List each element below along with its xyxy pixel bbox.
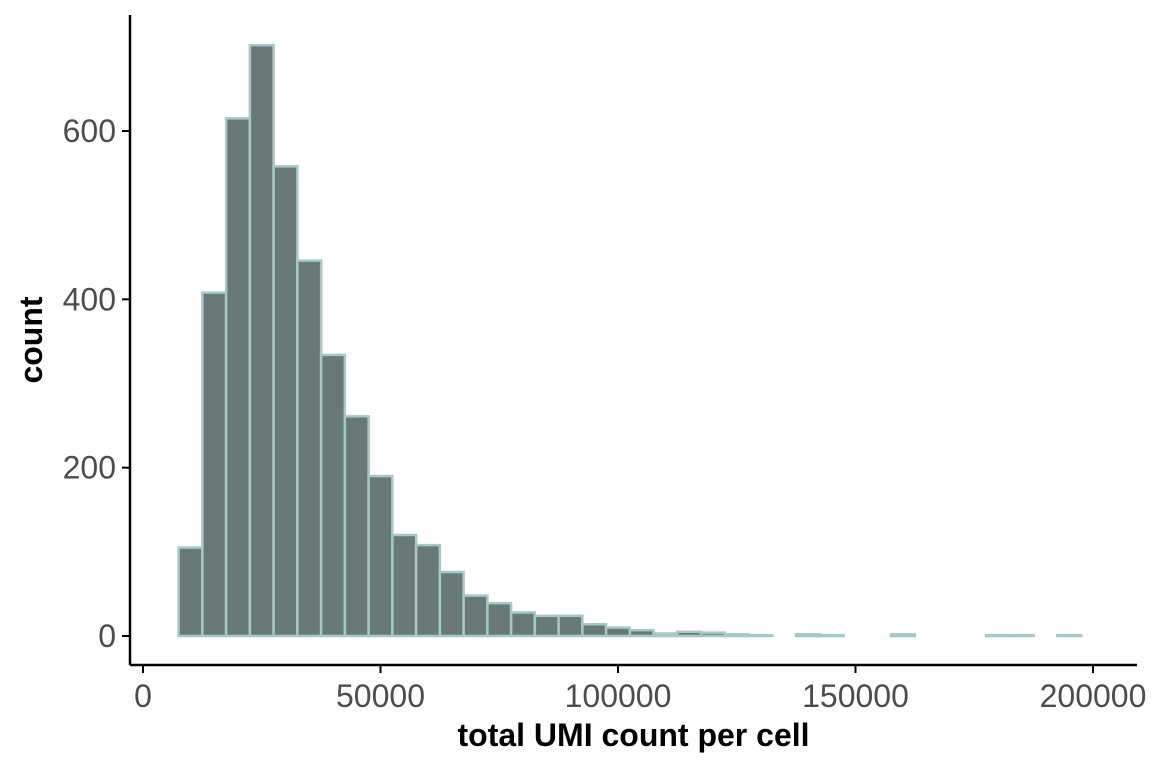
y-tick-label: 0 [98, 618, 116, 654]
x-axis-title: total UMI count per cell [457, 717, 809, 753]
histogram-bar [319, 353, 347, 638]
x-tick-label: 50000 [336, 678, 425, 714]
histogram-bar [699, 631, 727, 638]
histogram-bar [628, 628, 655, 638]
histogram-bar [1056, 633, 1083, 638]
y-axis-ticks: 0 200 400 600 [63, 113, 130, 654]
histogram-bar [391, 533, 418, 638]
histogram-bar [224, 117, 252, 638]
histogram-bar [889, 633, 917, 638]
histogram-bar [557, 614, 584, 638]
histogram-bar [201, 291, 228, 638]
x-tick-label: 100000 [565, 678, 672, 714]
histogram-bar [1008, 633, 1035, 638]
histogram-bar [652, 632, 679, 638]
histogram-bar [367, 474, 394, 638]
x-tick-label: 150000 [802, 678, 909, 714]
histogram-bar [794, 633, 822, 638]
histogram-bar [509, 611, 537, 638]
y-tick-label: 600 [63, 113, 116, 149]
histogram-bar [248, 43, 275, 638]
x-tick-label: 200000 [1040, 678, 1147, 714]
x-tick-label: 0 [134, 678, 152, 714]
histogram-bar [747, 633, 774, 638]
y-tick-label: 200 [63, 450, 116, 486]
histogram-bar [818, 633, 845, 638]
histogram-bar [343, 415, 370, 638]
histogram-bar [177, 546, 204, 638]
histogram-bar [414, 543, 442, 638]
histogram-bars [177, 43, 1083, 638]
x-axis-ticks: 0 50000 100000 150000 200000 [134, 665, 1146, 714]
histogram-bar [604, 626, 632, 638]
histogram-bar [486, 601, 513, 638]
histogram-bar [723, 633, 750, 638]
histogram-bar [676, 630, 703, 638]
histogram-bar [581, 622, 608, 638]
histogram-bar [296, 259, 323, 638]
histogram-bar [984, 633, 1012, 638]
histogram-bar [462, 594, 489, 638]
y-axis-title: count [13, 296, 49, 383]
histogram-bar [438, 570, 465, 638]
y-tick-label: 400 [63, 281, 116, 317]
histogram-bar [272, 165, 299, 638]
histogram-bar [533, 614, 560, 638]
